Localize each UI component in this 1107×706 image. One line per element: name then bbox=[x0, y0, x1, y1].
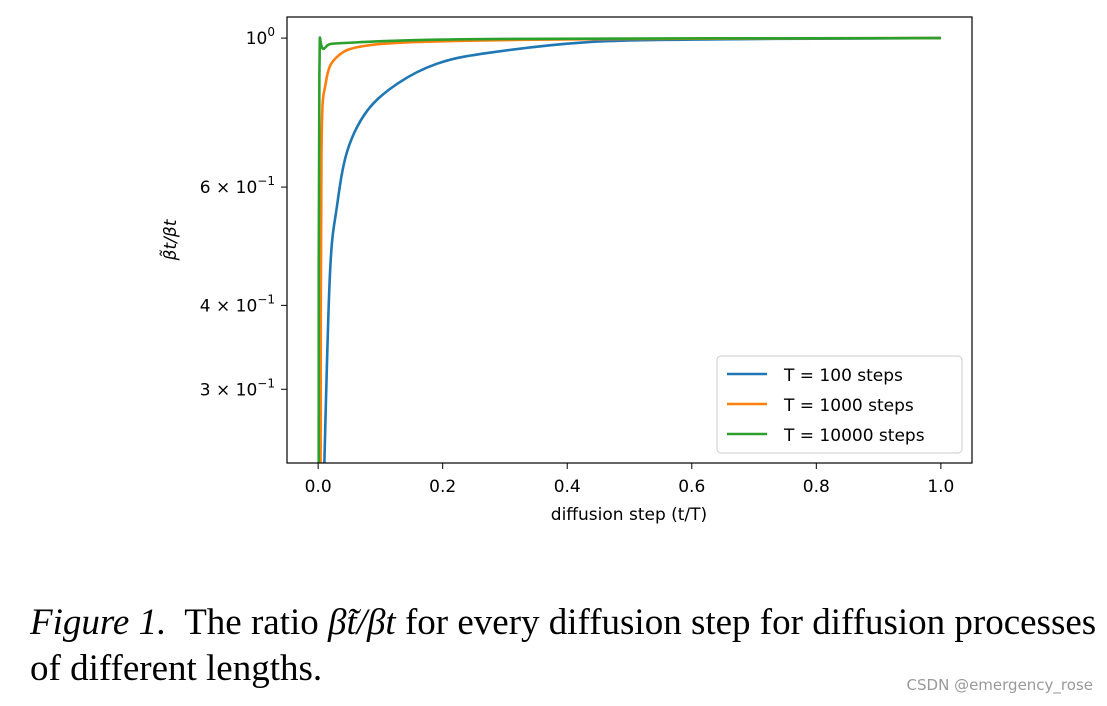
legend-label: T = 10000 steps bbox=[783, 426, 925, 446]
series-line-2 bbox=[317, 36, 941, 463]
y-tick-label: 6 × 10−1 bbox=[200, 174, 275, 198]
watermark: CSDN @emergency_rose bbox=[906, 676, 1093, 694]
y-tick-label: 4 × 10−1 bbox=[200, 292, 275, 316]
x-tick-label: 0.6 bbox=[678, 477, 705, 497]
y-tick-label: 100 bbox=[246, 25, 275, 49]
legend-label: T = 100 steps bbox=[783, 366, 903, 386]
y-tick-label: 3 × 10−1 bbox=[200, 376, 275, 400]
legend: T = 100 steps T = 1000 steps T = 10000 ste… bbox=[716, 355, 963, 454]
chart: 0.0 0.2 0.4 0.6 0.8 1.0 100 6 × 10−1 4 × 10−1 3 … bbox=[159, 16, 973, 525]
caption-text-post: for every diffusion step for diffusion p… bbox=[30, 602, 1097, 689]
plot-frame bbox=[286, 16, 973, 464]
x-tick-label: 1.0 bbox=[927, 477, 954, 497]
x-tick-label: 0.8 bbox=[803, 477, 830, 497]
figure-caption: Figure 1. The ratio β̃t/βt for every dif… bbox=[30, 600, 1100, 692]
caption-text-pre: The ratio bbox=[184, 602, 319, 643]
x-tick-label: 0.4 bbox=[554, 477, 581, 497]
caption-math: β̃t/βt bbox=[328, 602, 396, 643]
y-axis-label: β̃t/βt bbox=[159, 218, 181, 261]
legend-label: T = 1000 steps bbox=[783, 396, 914, 416]
legend-box bbox=[716, 355, 963, 454]
x-axis-label: diffusion step (t/T) bbox=[551, 505, 707, 525]
x-tick-label: 0.2 bbox=[429, 477, 456, 497]
caption-label: Figure 1. bbox=[30, 602, 167, 643]
x-tick-label: 0.0 bbox=[305, 477, 332, 497]
